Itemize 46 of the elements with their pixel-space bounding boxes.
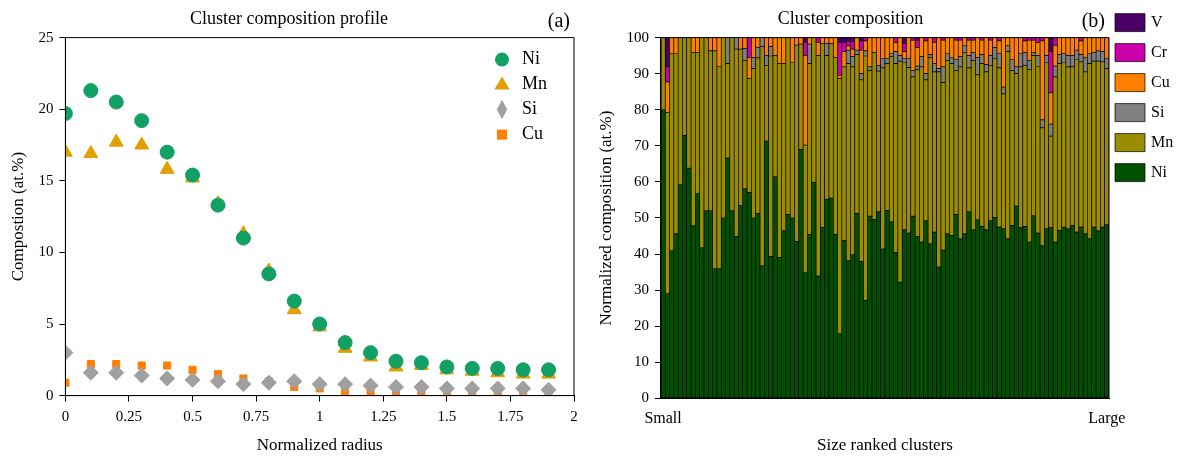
legend-label: Si <box>1151 102 1165 120</box>
legend-label: Mn <box>1151 132 1174 150</box>
y-tick-label: 5 <box>45 314 54 331</box>
y-tick-label: 10 <box>633 353 649 370</box>
y-tick-label: 20 <box>38 100 54 117</box>
y-tick-label: 0 <box>641 389 649 406</box>
x-tick-label: 1 <box>315 407 324 424</box>
x-axis-title: Normalized radius <box>256 435 383 455</box>
legend-label: Si <box>522 98 538 119</box>
y-tick-label: 25 <box>38 28 54 45</box>
y-axis-title: Normalized composition (at.%) <box>595 110 615 326</box>
legend-label: Mn <box>522 73 548 94</box>
y-tick-label: 50 <box>633 208 649 225</box>
chart-title: Cluster composition profile <box>190 7 388 28</box>
x-tick-label: 1.5 <box>437 407 457 424</box>
y-tick-label: 70 <box>633 136 649 153</box>
y-tick-label: 40 <box>633 245 649 262</box>
y-tick-label: 20 <box>633 317 649 334</box>
text: (a) <box>547 8 570 32</box>
x-tick-label: 0.5 <box>183 407 202 424</box>
text: (b) <box>1081 8 1105 32</box>
y-tick-label: 80 <box>633 100 649 117</box>
x-tick-label: 1.75 <box>497 407 524 424</box>
chart-title: Cluster composition <box>777 7 924 28</box>
x-tick-label: 0.75 <box>243 407 270 424</box>
x-tick-label: 0 <box>61 407 70 424</box>
y-tick-label: 100 <box>626 28 649 45</box>
x-tick-label: 2 <box>570 407 578 424</box>
y-tick-label: 0 <box>45 386 54 403</box>
x-tick-label: 1.25 <box>370 407 397 424</box>
legend-label: Ni <box>1151 162 1168 180</box>
y-tick-label: 90 <box>633 64 649 81</box>
legend-label: V <box>1151 12 1163 30</box>
x-tick-label: 0.25 <box>115 407 143 424</box>
y-axis-title: Compostion (at.%) <box>7 151 27 282</box>
y-tick-label: 60 <box>633 172 649 189</box>
x-axis-title: Size ranked clusters <box>816 435 953 455</box>
y-tick-label: 30 <box>633 281 649 298</box>
legend-label: Ni <box>522 48 540 69</box>
legend-label: Cu <box>1151 72 1170 90</box>
x-tick-label: Large <box>1088 409 1126 428</box>
x-tick-label: Small <box>644 409 683 427</box>
y-tick-label: 10 <box>38 243 54 260</box>
legend-label: Cr <box>1151 42 1168 60</box>
y-tick-label: 15 <box>38 171 54 188</box>
legend-label: Cu <box>522 123 544 144</box>
